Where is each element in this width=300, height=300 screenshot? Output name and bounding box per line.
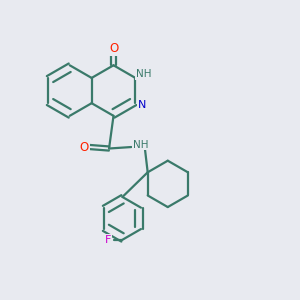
Text: O: O: [80, 140, 89, 154]
Text: NH: NH: [133, 140, 148, 150]
Text: NH: NH: [136, 69, 152, 80]
Text: F: F: [105, 235, 111, 245]
Text: O: O: [109, 42, 118, 56]
Text: N: N: [138, 100, 146, 110]
